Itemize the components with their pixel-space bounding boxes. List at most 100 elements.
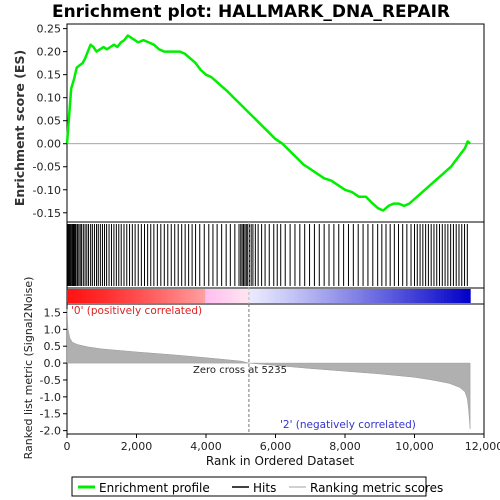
heatmap-cell	[124, 289, 129, 303]
heatmap-cell	[449, 289, 454, 303]
heatmap-cell	[412, 289, 416, 303]
heatmap-cell	[127, 289, 131, 303]
heatmap-cell	[337, 289, 342, 303]
x-tick-label: 2,000	[121, 440, 153, 453]
legend-metric-label: Ranking metric scores	[310, 481, 443, 495]
rank-heatmap	[67, 289, 471, 303]
heatmap-cell	[409, 289, 414, 303]
chart-title: Enrichment plot: HALLMARK_DNA_REPAIR	[52, 2, 450, 22]
es-tick-label: 0.20	[37, 46, 62, 59]
x-tick-label: 0	[64, 440, 71, 453]
heatmap-cell	[392, 289, 396, 303]
es-tick-label: 0.00	[37, 138, 62, 151]
heatmap-cell	[288, 289, 293, 303]
heatmap-cell	[331, 289, 336, 303]
heatmap-cell	[72, 289, 77, 303]
hit-markers	[67, 224, 468, 286]
heatmap-cell	[429, 289, 434, 303]
heatmap-cell	[329, 289, 333, 303]
heatmap-cell	[282, 289, 287, 303]
heatmap-cell	[317, 289, 321, 303]
heatmap-cell	[291, 289, 296, 303]
heatmap-cell	[222, 289, 226, 303]
heatmap-cell	[156, 289, 160, 303]
heatmap-cell	[239, 289, 244, 303]
heatmap-cell	[259, 289, 264, 303]
heatmap-cell	[447, 289, 451, 303]
es-axis-ticks: 0.25 0.20 0.15 0.10 0.05 0.00 -0.05 -0.10 -0.15	[33, 23, 67, 220]
heatmap-cell	[236, 289, 241, 303]
heatmap-cell	[262, 289, 267, 303]
heatmap-cell	[190, 289, 195, 303]
heatmap-cell	[257, 289, 261, 303]
heatmap-cell	[173, 289, 178, 303]
heatmap-cell	[441, 289, 445, 303]
x-axis-ticks: 0 2,000 4,000 6,000 8,000 10,000 12,000	[64, 434, 500, 453]
metric-tick-label: 0.5	[44, 340, 62, 353]
heatmap-cell	[349, 289, 353, 303]
heatmap-cell	[193, 289, 198, 303]
heatmap-cell	[107, 289, 111, 303]
ranked-metric-shape	[66, 309, 471, 429]
heatmap-cell	[426, 289, 431, 303]
metric-tick-label: 0.0	[44, 357, 62, 370]
heatmap-cell	[202, 289, 206, 303]
es-axis-label: Enrichment score (ES)	[12, 50, 27, 206]
heatmap-cell	[199, 289, 203, 303]
heatmap-cell	[248, 289, 252, 303]
heatmap-cell	[216, 289, 221, 303]
heatmap-cell	[164, 289, 169, 303]
metric-tick-label: -1.5	[40, 408, 61, 421]
heatmap-cell	[461, 289, 465, 303]
es-panel	[66, 23, 485, 223]
heatmap-cell	[400, 289, 405, 303]
heatmap-cell	[432, 289, 437, 303]
es-tick-label: 0.10	[37, 92, 62, 105]
x-tick-label: 8,000	[329, 440, 361, 453]
heatmap-cell	[346, 289, 350, 303]
heatmap-cell	[435, 289, 440, 303]
heatmap-cell	[67, 289, 71, 303]
heatmap-cell	[464, 289, 468, 303]
legend-hits-label: Hits	[253, 481, 276, 495]
heatmap-cell	[352, 289, 356, 303]
heatmap-cell	[398, 289, 402, 303]
heatmap-cell	[389, 289, 393, 303]
heatmap-cell	[326, 289, 330, 303]
heatmap-cell	[182, 289, 186, 303]
heatmap-cell	[179, 289, 183, 303]
heatmap-cell	[372, 289, 376, 303]
heatmap-cell	[144, 289, 149, 303]
heatmap-cell	[438, 289, 442, 303]
heatmap-cell	[205, 289, 209, 303]
heatmap-cell	[366, 289, 370, 303]
es-tick-label: 0.15	[37, 69, 62, 82]
heatmap-cell	[354, 289, 359, 303]
heatmap-cell	[225, 289, 229, 303]
heatmap-cell	[395, 289, 399, 303]
heatmap-cell	[285, 289, 290, 303]
heatmap-cell	[121, 289, 126, 303]
heatmap-cell	[138, 289, 143, 303]
heatmap-cell	[377, 289, 382, 303]
heatmap-cell	[403, 289, 408, 303]
metric-tick-label: 1.5	[44, 306, 62, 319]
heatmap-cell	[104, 289, 108, 303]
heatmap-cell	[81, 289, 85, 303]
es-tick-label: 0.05	[37, 115, 62, 128]
heatmap-cell	[242, 289, 247, 303]
metric-tick-label: -0.5	[40, 374, 61, 387]
heatmap-cell	[219, 289, 224, 303]
heatmap-cell	[75, 289, 80, 303]
heatmap-cell	[245, 289, 249, 303]
heatmap-cell	[150, 289, 154, 303]
heatmap-cell	[162, 289, 166, 303]
heatmap-cell	[297, 289, 301, 303]
heatmap-cell	[383, 289, 388, 303]
heatmap-cell	[340, 289, 345, 303]
metric-tick-label: 1.0	[44, 323, 62, 336]
heatmap-cell	[210, 289, 215, 303]
heatmap-cell	[314, 289, 319, 303]
ranked-metric-area	[66, 222, 471, 434]
heatmap-cell	[208, 289, 212, 303]
